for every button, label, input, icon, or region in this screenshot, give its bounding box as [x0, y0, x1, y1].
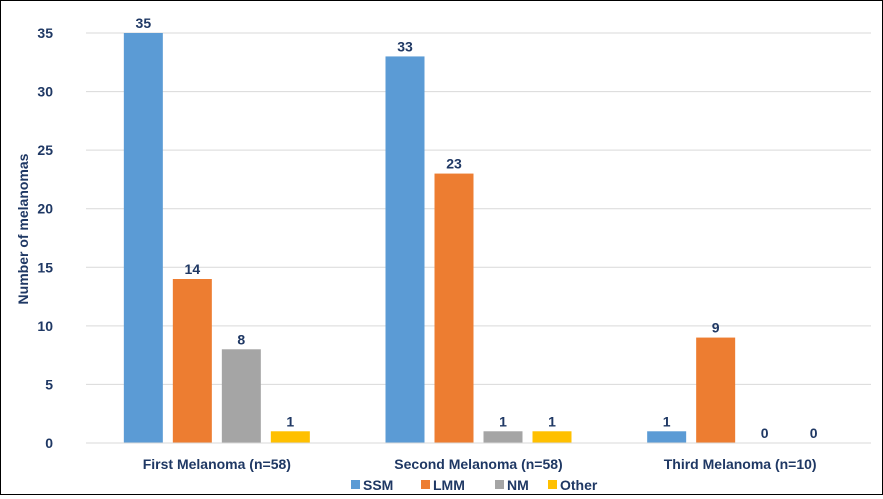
y-tick-label: 35 — [37, 25, 53, 41]
data-label: 23 — [446, 156, 462, 172]
bar-ssm-3 — [647, 431, 687, 443]
legend-label-nm: NM — [507, 477, 529, 493]
bar-ssm-2 — [385, 56, 425, 444]
y-tick-label: 15 — [37, 259, 53, 275]
x-category-label: First Melanoma (n=58) — [143, 456, 291, 472]
data-label: 8 — [237, 331, 245, 347]
bar-lmm-1 — [172, 279, 212, 443]
y-axis: 0 5 10 15 20 25 30 35 — [37, 25, 53, 451]
data-label: 0 — [761, 425, 769, 441]
bar-nm-1 — [221, 349, 261, 443]
legend-swatch-other — [548, 480, 557, 489]
legend-label-ssm: SSM — [363, 477, 393, 493]
y-tick-label: 10 — [37, 318, 53, 334]
legend-label-other: Other — [560, 477, 598, 493]
data-label: 1 — [286, 413, 294, 429]
x-axis: First Melanoma (n=58) Second Melanoma (n=… — [86, 442, 871, 472]
y-tick-label: 0 — [45, 435, 53, 451]
bar-nm-2 — [483, 431, 523, 443]
bar-other-2 — [532, 431, 572, 443]
data-label: 33 — [397, 38, 413, 54]
data-label: 1 — [499, 413, 507, 429]
data-label: 9 — [712, 320, 720, 336]
y-tick-label: 20 — [37, 201, 53, 217]
legend: SSM LMM NM Other — [351, 477, 598, 493]
gridlines — [86, 32, 871, 444]
data-label: 1 — [548, 413, 556, 429]
data-label: 0 — [810, 425, 818, 441]
bar-other-1 — [270, 431, 310, 443]
data-label: 35 — [136, 15, 152, 31]
y-tick-label: 30 — [37, 84, 53, 100]
bar-lmm-3 — [696, 337, 736, 443]
x-category-label: Third Melanoma (n=10) — [664, 456, 817, 472]
y-tick-label: 5 — [45, 376, 53, 392]
legend-label-lmm: LMM — [433, 477, 465, 493]
bar-lmm-2 — [434, 173, 474, 444]
legend-swatch-nm — [495, 480, 504, 489]
legend-swatch-lmm — [421, 480, 430, 489]
bar-ssm-1 — [123, 33, 163, 443]
data-label: 14 — [185, 261, 201, 277]
y-axis-title: Number of melanomas — [15, 153, 31, 304]
data-label: 1 — [663, 413, 671, 429]
bars — [123, 33, 736, 444]
y-tick-label: 25 — [37, 142, 53, 158]
legend-swatch-ssm — [351, 480, 360, 489]
data-labels: 35 14 8 1 33 23 1 1 1 9 0 0 — [136, 15, 818, 441]
x-category-label: Second Melanoma (n=58) — [394, 456, 562, 472]
